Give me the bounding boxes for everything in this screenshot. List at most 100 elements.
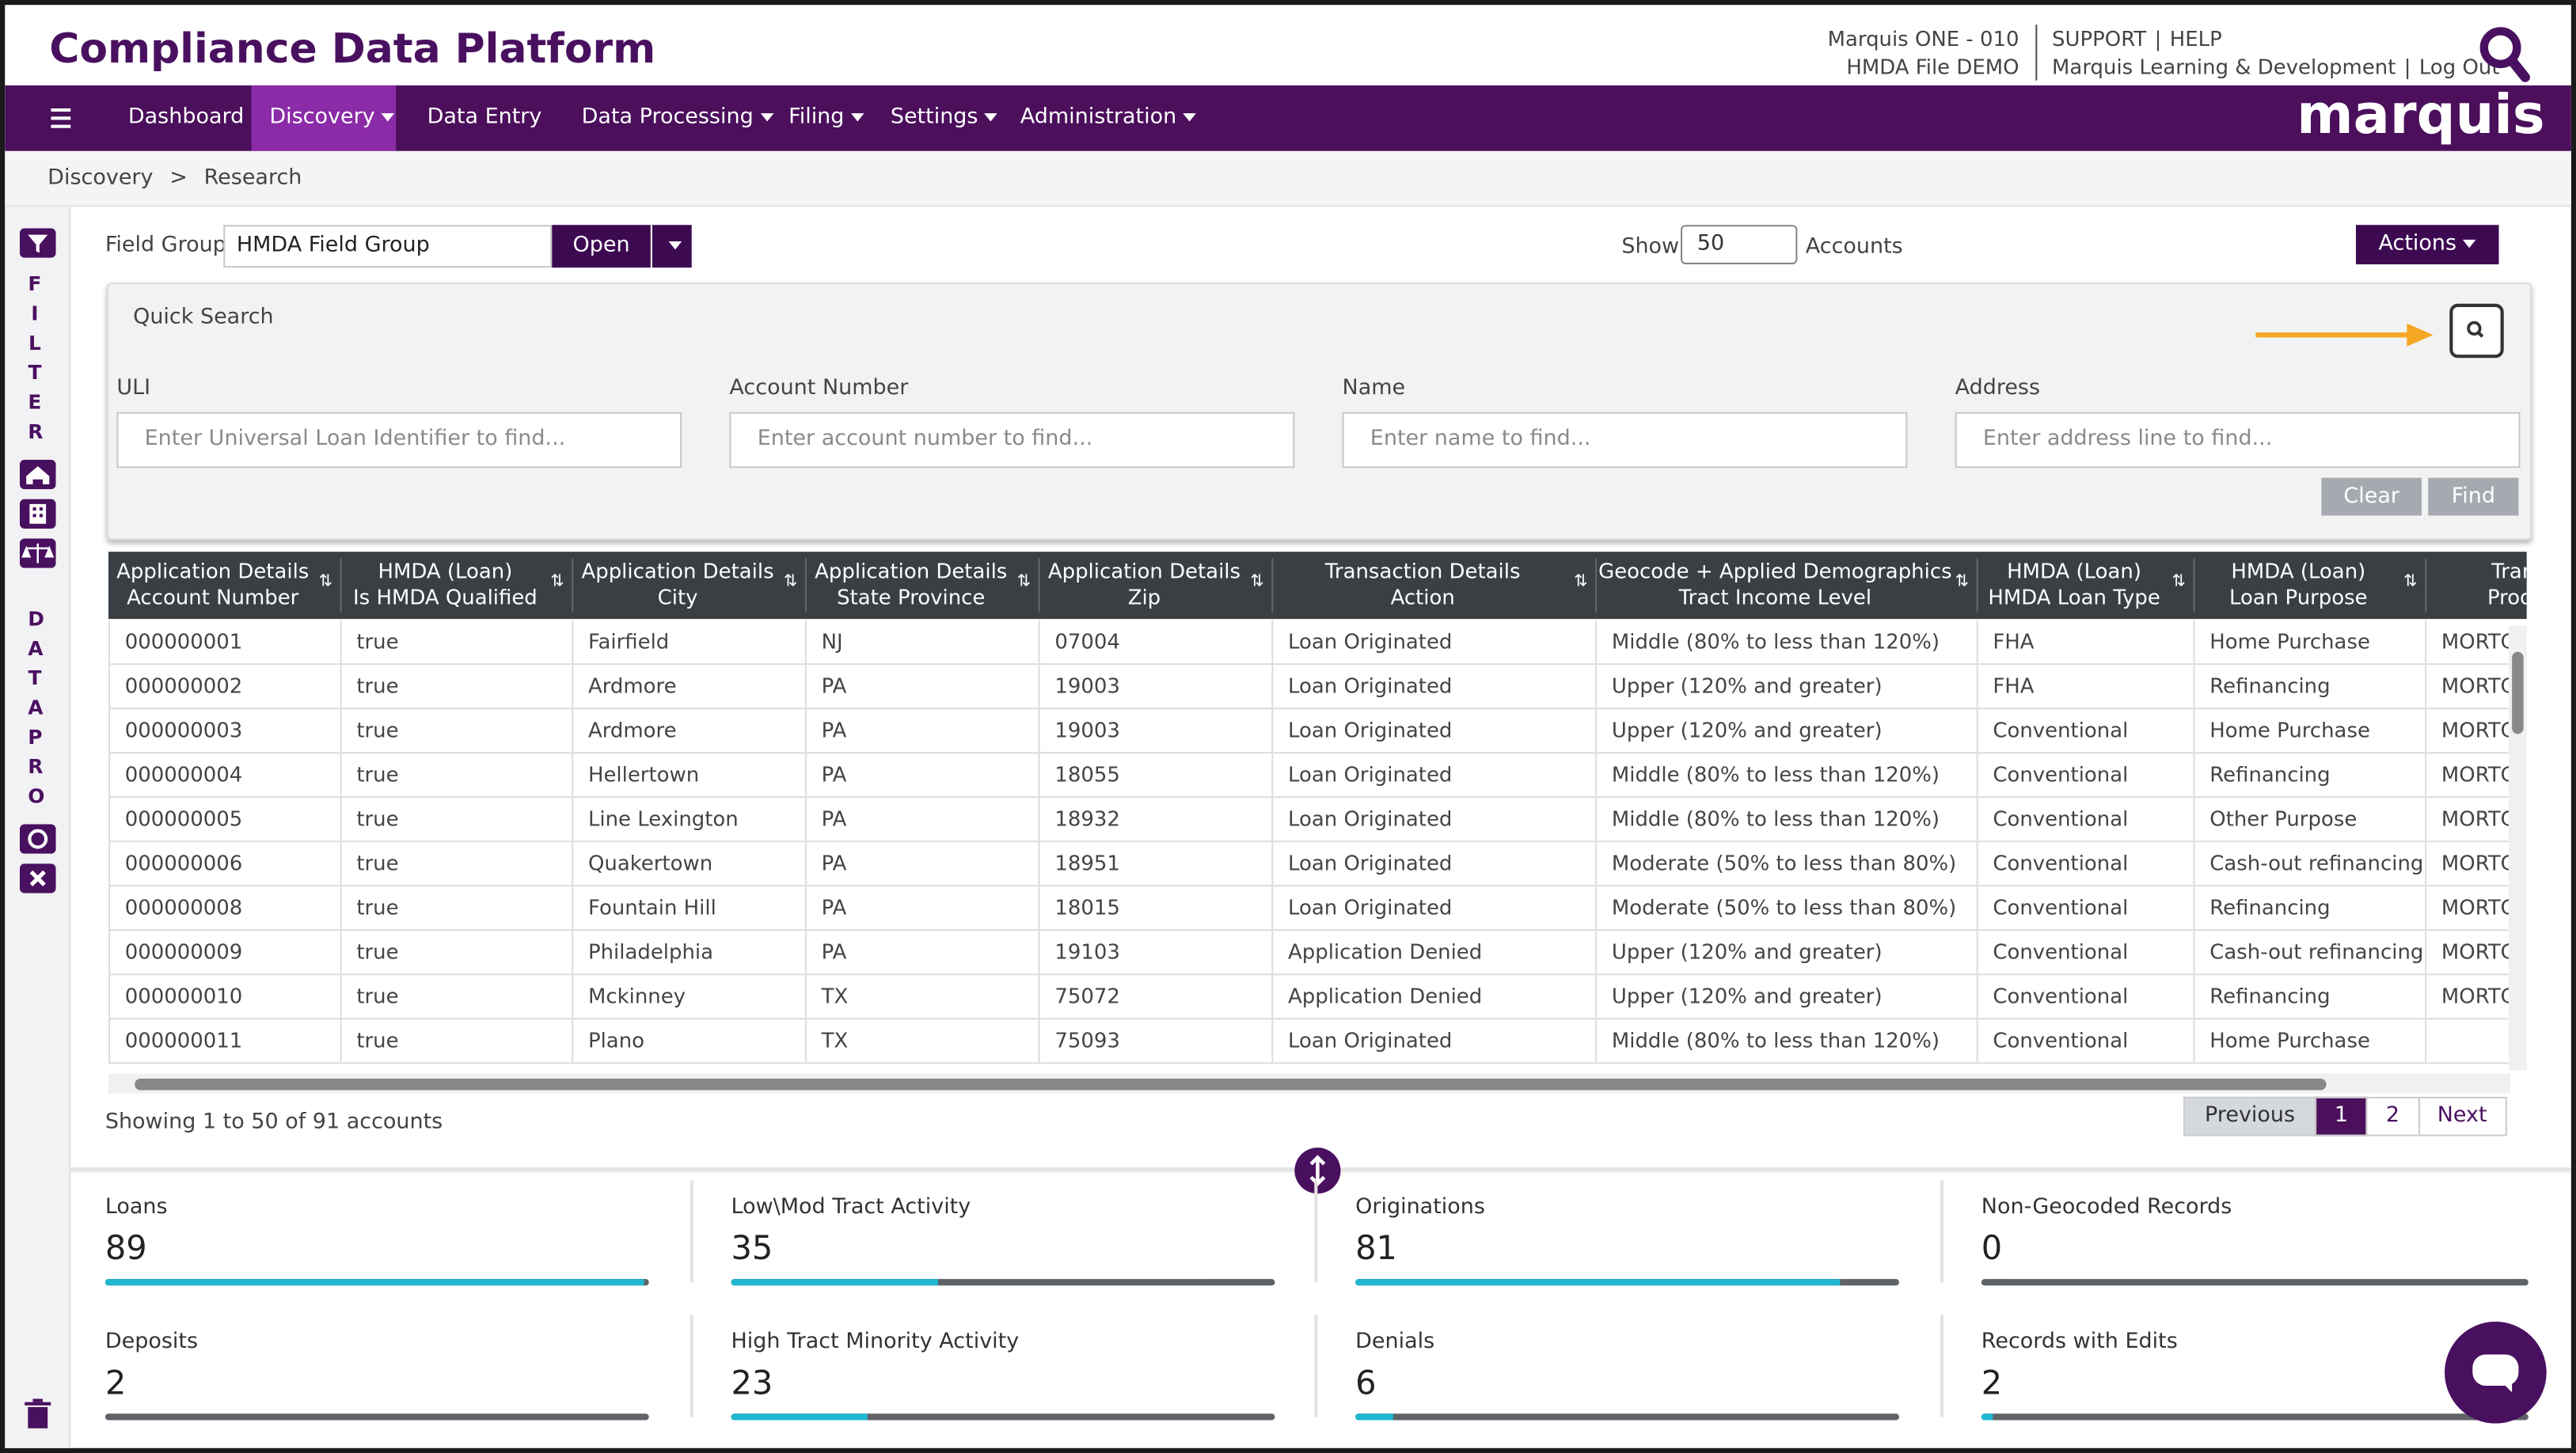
- horizontal-scrollbar[interactable]: [108, 1073, 2511, 1094]
- menu-icon[interactable]: [51, 108, 74, 128]
- refresh-icon[interactable]: [19, 824, 56, 854]
- column-header[interactable]: Transaction Details Action: [1271, 558, 1595, 613]
- column-header[interactable]: Geocode + Applied Demographics Tract Inco…: [1595, 558, 1976, 613]
- clear-button[interactable]: Clear: [2321, 477, 2422, 516]
- table-cell: 19003: [1038, 709, 1272, 753]
- sort-icon[interactable]: ⇅: [1250, 573, 1264, 591]
- nav-item[interactable]: Dashboard: [127, 104, 245, 130]
- table-row[interactable]: [108, 1019, 2511, 1064]
- sort-icon[interactable]: ⇅: [1955, 573, 1970, 591]
- page-button[interactable]: Previous: [2183, 1096, 2317, 1136]
- find-button[interactable]: Find: [2428, 477, 2519, 516]
- column-header-text: Application Details: [581, 558, 774, 583]
- column-header[interactable]: Application Details Account Number: [108, 558, 340, 612]
- sidebar: FILTER DATAPRO: [5, 207, 71, 1448]
- actions-button[interactable]: Actions: [2355, 225, 2499, 265]
- nav-item[interactable]: Data Entry: [427, 104, 542, 130]
- show-select[interactable]: 50: [1681, 225, 1798, 265]
- app-title: Compliance Data Platform: [49, 25, 656, 73]
- stat-divider: [690, 1315, 693, 1417]
- help-link[interactable]: HELP: [2146, 26, 2222, 51]
- nav-item[interactable]: Settings: [872, 85, 1016, 151]
- accounts-label: Accounts: [1805, 234, 1903, 260]
- close-icon[interactable]: [19, 863, 56, 893]
- column-header[interactable]: Application Details State Province: [804, 558, 1039, 613]
- logo: marquis: [2297, 82, 2545, 146]
- filter-label: FILTER: [28, 272, 44, 444]
- table-cell: true: [340, 620, 572, 664]
- table-row[interactable]: [108, 931, 2511, 976]
- search-input[interactable]: Enter account number to find...: [729, 412, 1295, 469]
- column-header[interactable]: TransactiProduct D: [2425, 558, 2527, 613]
- table-cell: Conventional: [1976, 1019, 2194, 1063]
- search-input[interactable]: Enter name to find...: [1342, 412, 1908, 469]
- trash-icon[interactable]: [25, 1398, 51, 1428]
- table-cell: MORTG: [2425, 753, 2527, 797]
- table-cell: Moderate (50% to less than 80%): [1595, 842, 1976, 886]
- filter-icon[interactable]: [19, 228, 56, 258]
- stat-bar: [1981, 1413, 2529, 1421]
- table-cell: Plano: [572, 1019, 805, 1063]
- nav-item[interactable]: Filing: [770, 85, 882, 151]
- learning-link[interactable]: Marquis Learning & Development: [2052, 54, 2396, 79]
- column-header[interactable]: Application Details Zip: [1038, 558, 1272, 613]
- chat-button[interactable]: [2443, 1320, 2548, 1425]
- table-row[interactable]: [108, 665, 2511, 710]
- search-input[interactable]: Enter Universal Loan Identifier to find.…: [116, 412, 682, 469]
- column-header[interactable]: HMDA (Loan) Is HMDA Qualified: [340, 558, 572, 613]
- sort-icon[interactable]: ⇅: [1574, 573, 1588, 591]
- sort-icon[interactable]: ⇅: [2171, 573, 2186, 591]
- column-header[interactable]: Application Details City: [572, 558, 805, 613]
- table-cell: true: [340, 1019, 572, 1063]
- stat-bar: [1355, 1279, 1900, 1286]
- nav-item[interactable]: Discovery: [251, 85, 397, 151]
- open-dropdown[interactable]: [652, 225, 692, 268]
- table-row[interactable]: [108, 886, 2511, 931]
- open-button[interactable]: Open: [552, 225, 651, 268]
- table-cell: 000000009: [108, 931, 340, 974]
- sort-icon[interactable]: ⇅: [1016, 573, 1032, 591]
- table-cell: 000000011: [108, 1019, 340, 1063]
- table-cell: FHA: [1976, 620, 2194, 664]
- page-button[interactable]: 2: [2365, 1096, 2419, 1136]
- table-cell: Conventional: [1976, 709, 2194, 753]
- vertical-scrollbar[interactable]: [2508, 625, 2527, 1071]
- table-row[interactable]: [108, 842, 2511, 887]
- breadcrumb-item: Research: [153, 166, 302, 191]
- column-header-text: Transaction Details: [1324, 558, 1521, 583]
- sort-icon[interactable]: ⇅: [2403, 573, 2418, 591]
- scale-icon[interactable]: [19, 538, 56, 568]
- table-row[interactable]: [108, 975, 2511, 1020]
- stat-label: Records with Edits: [1981, 1330, 2178, 1355]
- search-input[interactable]: Enter address line to find...: [1955, 412, 2521, 469]
- table-cell: true: [340, 842, 572, 886]
- table-row[interactable]: [108, 798, 2511, 843]
- search-icon[interactable]: [2478, 25, 2530, 84]
- showing-text: Showing 1 to 50 of 91 accounts: [104, 1110, 443, 1135]
- file-name: HMDA File DEMO: [1846, 54, 2019, 79]
- support-link[interactable]: SUPPORT: [2052, 26, 2147, 51]
- sort-icon[interactable]: ⇅: [318, 573, 333, 591]
- resize-handle[interactable]: [1293, 1146, 1342, 1195]
- page-button[interactable]: 1: [2315, 1096, 2368, 1136]
- table-row[interactable]: [108, 753, 2511, 799]
- page-button[interactable]: Next: [2417, 1096, 2507, 1136]
- table-row[interactable]: [108, 620, 2511, 666]
- field-group-input[interactable]: HMDA Field Group: [223, 225, 553, 268]
- table-cell: Moderate (50% to less than 80%): [1595, 886, 1976, 930]
- column-header[interactable]: HMDA (Loan) HMDA Loan Type: [1976, 558, 2194, 613]
- nav-item[interactable]: Data Processing: [564, 85, 792, 151]
- home-icon[interactable]: [19, 459, 56, 490]
- sort-icon[interactable]: ⇅: [550, 573, 564, 591]
- column-header[interactable]: HMDA (Loan) Loan Purpose: [2193, 558, 2426, 613]
- sort-icon[interactable]: ⇅: [783, 573, 798, 591]
- breadcrumb-item[interactable]: Discovery: [47, 165, 154, 191]
- stat-divider: [1314, 1180, 1318, 1283]
- table-row[interactable]: [108, 709, 2511, 754]
- building-icon[interactable]: [19, 499, 56, 529]
- table-cell: Application Denied: [1271, 975, 1595, 1019]
- table-cell: Conventional: [1976, 798, 2194, 841]
- nav-item[interactable]: Administration: [1002, 85, 1214, 151]
- table-cell: PA: [804, 798, 1039, 841]
- search-button[interactable]: [2449, 303, 2504, 359]
